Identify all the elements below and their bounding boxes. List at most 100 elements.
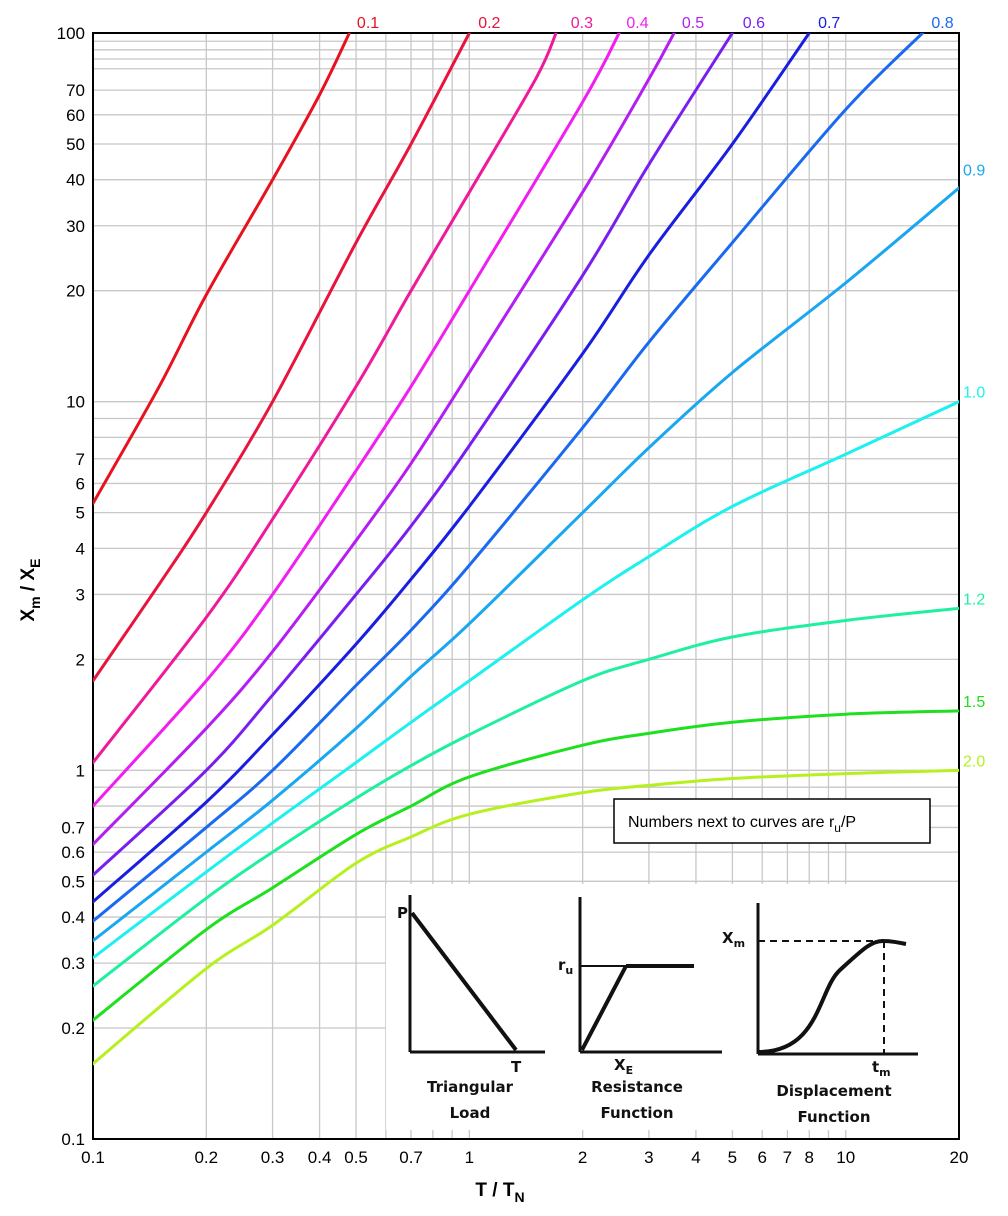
y-tick-label: 0.3 <box>61 954 85 973</box>
curve-0.1 <box>93 33 351 505</box>
y-tick-label: 3 <box>76 585 85 604</box>
y-tick-label: 0.2 <box>61 1019 85 1038</box>
inset2-caption2: Function <box>600 1104 673 1122</box>
curve-0.7 <box>93 33 811 904</box>
x-axis-title-main: T / T <box>475 1180 514 1201</box>
curve-0.2 <box>93 33 471 683</box>
curve-label-right: 0.9 <box>963 163 985 180</box>
curve-2.0 <box>93 768 959 1066</box>
inset3-peak-label: Xm <box>722 929 745 950</box>
curves <box>93 33 959 1066</box>
x-tick-label: 20 <box>950 1148 969 1167</box>
y-tick-label: 1 <box>76 761 85 780</box>
inset3-axis-label: tm <box>872 1058 891 1079</box>
inset3-axis-sub: m <box>879 1066 890 1079</box>
curve-0.9 <box>93 186 959 943</box>
x-tick-label: 3 <box>644 1148 653 1167</box>
curve-label-right: 1.0 <box>963 385 985 402</box>
note-box: Numbers next to curves are ru/P <box>613 798 931 844</box>
inset1-caption1: Triangular <box>427 1078 514 1096</box>
curve-label-right: 1.5 <box>963 694 985 711</box>
inset1-peak-label: P <box>397 904 408 922</box>
x-tick-label: 0.4 <box>308 1148 332 1167</box>
x-tick-label: 10 <box>836 1148 855 1167</box>
note-main: Numbers next to curves are r <box>628 814 835 831</box>
y-tick-label: 4 <box>76 539 85 558</box>
curve-label-right: 2.0 <box>963 753 985 770</box>
x-tick-label: 6 <box>757 1148 766 1167</box>
inset2-caption1: Resistance <box>591 1078 683 1096</box>
inset3-peak-main: X <box>722 929 734 947</box>
y-tick-label: 5 <box>76 504 85 523</box>
curve-label-top: 0.1 <box>357 15 379 32</box>
curve-labels: 0.1 0.2 0.3 0.4 0.5 0.6 0.7 0.8 0.9 1.0 1.2 1.5 2.0 <box>357 15 985 770</box>
inset3-displacement-curve <box>757 938 907 1054</box>
x-tick-label: 0.7 <box>399 1148 423 1167</box>
curve-1.0 <box>93 400 959 960</box>
inset3-caption2: Function <box>797 1108 870 1126</box>
inset3-peak-sub: m <box>734 937 745 950</box>
y-tick-label: 2 <box>76 650 85 669</box>
x-tick-label: 5 <box>728 1148 737 1167</box>
curve-0.4 <box>93 33 621 808</box>
y-tick-label: 20 <box>66 282 85 301</box>
inset2-level-label: ru <box>558 956 573 977</box>
curve-0.3 <box>93 33 558 765</box>
y-tick-label: 0.5 <box>61 872 85 891</box>
inset2-rise-line <box>580 965 628 1051</box>
y-tick-label: 6 <box>76 474 85 493</box>
curve-0.6 <box>93 33 734 877</box>
x-axis-title-sub: N <box>514 1189 524 1205</box>
y-tick-label: 0.4 <box>61 908 85 927</box>
y-tick-label: 10 <box>66 393 85 412</box>
inset2-axis-label: XE <box>614 1056 633 1077</box>
y-tick-label: 100 <box>57 24 85 43</box>
y-tick-label: 7 <box>76 450 85 469</box>
note-tail: /P <box>841 814 856 831</box>
curve-label-right: 1.2 <box>963 591 985 608</box>
inset3-axis-main: t <box>872 1058 879 1076</box>
curve-label-top: 0.3 <box>571 15 593 32</box>
x-tick-label: 4 <box>691 1148 700 1167</box>
x-tick-label: 8 <box>804 1148 813 1167</box>
note-text: Numbers next to curves are ru/P <box>628 814 856 835</box>
inset2-level-main: r <box>558 956 566 974</box>
y-tick-label: 0.7 <box>61 818 85 837</box>
y-axis-title-sub1: m <box>27 596 43 608</box>
curve-0.8 <box>93 33 925 923</box>
y-tick-label: 0.6 <box>61 843 85 862</box>
curve-1.5 <box>93 709 959 1022</box>
y-tick-label: 0.1 <box>61 1130 85 1149</box>
y-axis-title-sub2: E <box>27 559 43 568</box>
y-tick-label: 40 <box>66 171 85 190</box>
y-tick-label: 30 <box>66 217 85 236</box>
x-tick-label: 7 <box>783 1148 792 1167</box>
curve-label-top: 0.2 <box>478 15 500 32</box>
inset-displacement-function: Xm tm Displacement Function <box>722 903 918 1126</box>
inset2-level-sub: u <box>565 964 573 977</box>
x-tick-label: 1 <box>465 1148 474 1167</box>
inset1-end-label: T <box>511 1058 522 1076</box>
curve-label-top: 0.6 <box>743 15 765 32</box>
plot-frame <box>92 32 960 1140</box>
inset-resistance-function: ru XE Resistance Function <box>558 897 722 1122</box>
x-tick-label: 0.5 <box>344 1148 368 1167</box>
inset2-axis-main: X <box>614 1056 626 1074</box>
y-tick-label: 50 <box>66 135 85 154</box>
inset-diagrams: P T Triangular Load ru XE Resistance Fun… <box>386 884 958 1130</box>
y-axis-title-main: X <box>18 609 39 622</box>
inset-triangular-load: P T Triangular Load <box>397 895 545 1122</box>
axis-ticks: 0.1 0.2 0.3 0.4 0.5 0.7 1 2 3 4 5 6 7 8 10 200.10.20.30… <box>57 24 969 1167</box>
curve-1.2 <box>93 606 959 988</box>
y-tick-label: 60 <box>66 106 85 125</box>
note-box-frame <box>613 798 931 844</box>
inset1-load-line <box>410 911 518 1052</box>
curve-label-top: 0.4 <box>626 15 648 32</box>
note-sub: u <box>834 821 841 835</box>
inset3-caption1: Displacement <box>776 1082 891 1100</box>
x-tick-label: 0.1 <box>81 1148 105 1167</box>
curve-label-top: 0.8 <box>931 15 953 32</box>
curve-0.5 <box>93 33 676 846</box>
inset1-caption2: Load <box>450 1104 491 1122</box>
